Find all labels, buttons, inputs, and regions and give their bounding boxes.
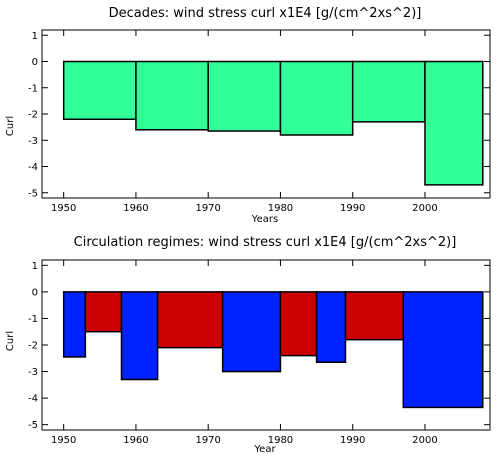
decades-x-tick-label: 2000 [412, 203, 437, 214]
regimes-x-tick-label: 1990 [340, 435, 365, 446]
decades-bar-1980-1990 [279, 60, 354, 136]
decades-panel: Decades: wind stress curl x1E4 [g/(cm^2x… [5, 6, 491, 225]
decades-bar-1960-1970 [135, 60, 209, 131]
regimes-x-tick-label: 1960 [123, 435, 148, 446]
decades-plot-frame [41, 29, 491, 199]
regimes-chart-title: Circulation regimes: wind stress curl x1… [74, 235, 457, 250]
regimes-y-tick-label: -3 [28, 367, 38, 378]
regimes-y-tick-label: -4 [28, 394, 38, 405]
decades-y-tick-label: -2 [28, 110, 38, 121]
decades-x-axis-label: Years [251, 214, 278, 225]
decades-ticks: 1 0 -1 -2 -3 -4 -5 1950 1960 1970 1980 1990 2000 [28, 30, 490, 214]
regimes-bar-1953-1958 [84, 291, 123, 333]
decades-y-tick-label: -4 [28, 162, 38, 173]
decades-y-tick-label: -3 [28, 136, 38, 147]
regimes-bar-1997-2008 [402, 291, 484, 409]
regimes-bar-1963-1972 [156, 291, 224, 349]
decades-bar-1950-1960 [62, 60, 137, 120]
regimes-bar-1972-1980 [221, 291, 282, 373]
regimes-bar-1980-1985 [279, 291, 318, 357]
decades-bar-2000-2008 [424, 60, 484, 186]
regimes-y-tick-label: 0 [32, 287, 38, 298]
regimes-x-axis-label: Year [253, 444, 276, 455]
decades-y-tick-label: -1 [28, 83, 38, 94]
decades-y-axis-label: Curl [5, 116, 16, 136]
regimes-x-tick-label: 1970 [195, 435, 220, 446]
decades-bar-1970-1980 [207, 60, 282, 132]
decades-chart-title: Decades: wind stress curl x1E4 [g/(cm^2x… [109, 6, 422, 21]
decades-y-tick-label: -5 [28, 188, 38, 199]
regimes-bars [62, 291, 484, 409]
regimes-y-tick-label: 1 [32, 261, 38, 272]
regimes-y-tick-label: -5 [28, 420, 38, 431]
regimes-bar-1985-1989 [315, 291, 347, 364]
decades-y-tick-label: 1 [32, 31, 38, 42]
decades-x-tick-label: 1960 [123, 203, 148, 214]
decades-x-tick-label: 1980 [268, 203, 293, 214]
regimes-y-tick-label: -2 [28, 341, 38, 352]
decades-x-tick-label: 1990 [340, 203, 365, 214]
regimes-bar-1989-1997 [344, 291, 405, 341]
decades-bar-1990-2000 [351, 60, 426, 123]
regimes-bar-1958-1963 [120, 291, 159, 381]
regimes-y-axis-label: Curl [5, 331, 16, 351]
regimes-x-tick-label: 1980 [268, 435, 293, 446]
regimes-y-tick-label: -1 [28, 314, 38, 325]
regimes-x-tick-label: 2000 [412, 435, 437, 446]
regimes-ticks: 1 0 -1 -2 -3 -4 -5 1950 1960 1970 1980 1990 2000 [28, 260, 490, 446]
decades-y-tick-label: 0 [32, 57, 38, 68]
decades-x-tick-label: 1970 [195, 203, 220, 214]
circulation-regimes-panel: Circulation regimes: wind stress curl x1… [5, 235, 491, 455]
regimes-bar-1950-1953 [62, 291, 87, 358]
regimes-plot-frame [41, 259, 491, 431]
decades-x-tick-label: 1950 [51, 203, 76, 214]
regimes-x-tick-label: 1950 [51, 435, 76, 446]
decades-bars [62, 60, 484, 186]
